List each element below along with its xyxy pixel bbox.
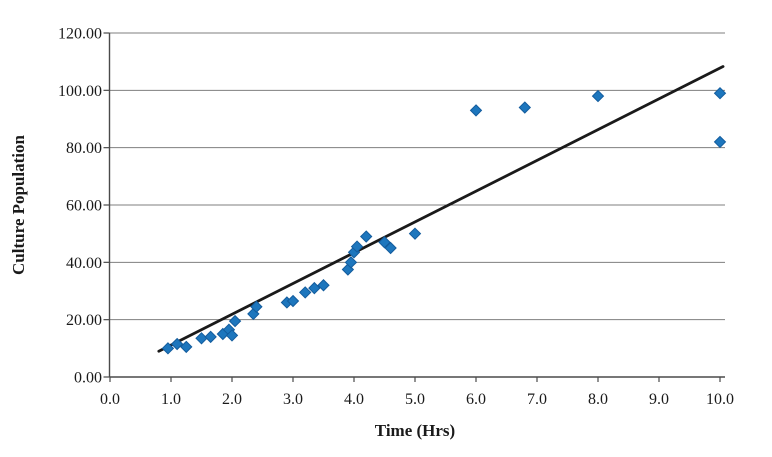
data-point-diamond: [180, 340, 193, 354]
x-tick-label: 1.0: [161, 391, 181, 408]
data-point-diamond: [713, 135, 727, 149]
data-point-diamond: [359, 230, 373, 243]
x-tick-label: 2.0: [222, 391, 242, 408]
data-point-diamond: [228, 314, 242, 328]
data-point-diamond: [408, 227, 422, 240]
x-tick-label: 0.0: [100, 391, 120, 408]
data-point-diamond: [250, 300, 263, 313]
x-tick-label: 8.0: [588, 391, 608, 408]
y-tick-label: 0.00: [74, 370, 102, 387]
data-point-diamond: [161, 342, 175, 355]
data-point-diamond: [591, 89, 605, 103]
x-tick-label: 6.0: [466, 391, 486, 408]
data-point-diamond: [469, 104, 483, 117]
y-tick-label: 20.00: [66, 312, 102, 329]
x-tick-label: 4.0: [344, 391, 364, 408]
data-point-diamond: [170, 337, 184, 351]
data-point-diamond: [204, 330, 217, 344]
x-tick-label: 3.0: [283, 391, 303, 408]
data-point-diamond: [384, 241, 397, 255]
data-point-diamond: [286, 294, 300, 308]
y-tick-label: 100.00: [58, 83, 102, 100]
y-axis-title: Culture Population: [9, 134, 28, 275]
data-point-diamond: [195, 332, 208, 345]
x-tick-label: 7.0: [527, 391, 547, 408]
x-tick-label: 9.0: [649, 391, 669, 408]
x-tick-label: 10.0: [706, 391, 734, 408]
x-tick-label: 5.0: [405, 391, 425, 408]
data-point-diamond: [344, 256, 358, 269]
y-tick-label: 120.00: [58, 26, 102, 43]
data-point-diamond: [378, 236, 391, 249]
data-point-diamond: [308, 281, 321, 295]
data-point-diamond: [225, 329, 239, 342]
data-point-diamond: [350, 240, 364, 253]
y-tick-label: 80.00: [66, 140, 102, 157]
data-point-diamond: [298, 286, 312, 299]
data-point-diamond: [317, 279, 330, 292]
data-point-diamond: [713, 86, 727, 100]
plot-generated-layer: 0.00 20.00 40.00 60.00 80.00 100.00 120.00 0.0 1…: [58, 26, 734, 409]
x-axis-title: Time (Hrs): [375, 421, 455, 440]
y-tick-label: 60.00: [66, 198, 102, 215]
data-point-diamond: [518, 101, 532, 114]
trend-line: [157, 65, 725, 353]
y-tick-label: 40.00: [66, 255, 102, 272]
